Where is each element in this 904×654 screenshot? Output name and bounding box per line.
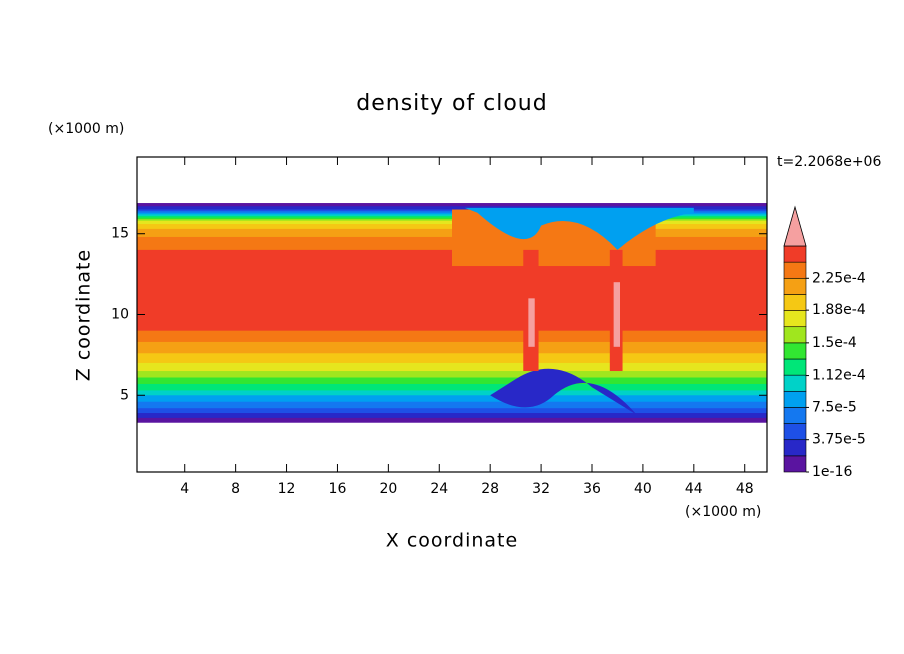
x-tick-label: 8	[231, 481, 240, 497]
contour-band	[613, 282, 620, 347]
x-tick-label: 48	[736, 481, 754, 497]
colorbar-segment	[783, 439, 807, 457]
chart-title: density of cloud	[356, 91, 547, 116]
colorbar-segment	[783, 342, 807, 360]
x-tick-label: 16	[329, 481, 347, 497]
colorbar-tick-label: 2.25e-4	[812, 270, 866, 286]
y-tick-label: 5	[120, 387, 129, 403]
colorbar-segment	[783, 310, 807, 328]
colorbar-tick-label: 1.5e-4	[812, 335, 857, 351]
x-tick-label: 36	[583, 481, 601, 497]
y-axis-label: Z coordinate	[73, 249, 95, 381]
y-tick-label: 15	[111, 226, 129, 242]
x-tick-label: 12	[278, 481, 296, 497]
x-unit: (×1000 m)	[685, 504, 761, 520]
colorbar-segment	[783, 261, 807, 279]
x-tick-label: 32	[532, 481, 550, 497]
colorbar-segment	[783, 277, 807, 295]
colorbar-segment	[783, 374, 807, 392]
colorbar-tick-label: 7.5e-5	[812, 399, 857, 415]
colorbar-segment	[783, 407, 807, 424]
colorbar-tick-label: 1.12e-4	[812, 368, 866, 384]
colorbar-segment	[783, 455, 807, 473]
colorbar-tick-label: 1.88e-4	[812, 302, 866, 318]
colorbar-segment	[783, 423, 807, 441]
y-tick-label: 10	[111, 307, 129, 323]
colorbar-tick-label: 3.75e-5	[812, 432, 866, 448]
x-tick-label: 44	[685, 481, 703, 497]
x-tick-label: 20	[379, 481, 397, 497]
y-unit: (×1000 m)	[48, 121, 124, 137]
x-tick-label: 4	[180, 481, 189, 497]
contour-band	[490, 368, 637, 415]
x-tick-label: 28	[481, 481, 499, 497]
x-tick-label: 40	[634, 481, 652, 497]
contour-field	[137, 203, 767, 423]
colorbar-segment	[783, 245, 807, 263]
contour-band	[528, 298, 535, 347]
colorbar-segment	[783, 358, 807, 376]
x-axis-label: X coordinate	[386, 530, 518, 552]
colorbar-segment	[783, 294, 807, 311]
x-tick-label: 24	[430, 481, 448, 497]
colorbar-segment	[783, 390, 807, 408]
contour-band	[464, 207, 694, 250]
colorbar-tick-label: 1e-16	[812, 464, 852, 480]
time-label: t=2.2068e+06	[777, 154, 881, 170]
colorbar-segment	[783, 326, 807, 344]
colorbar-extend	[783, 205, 807, 247]
